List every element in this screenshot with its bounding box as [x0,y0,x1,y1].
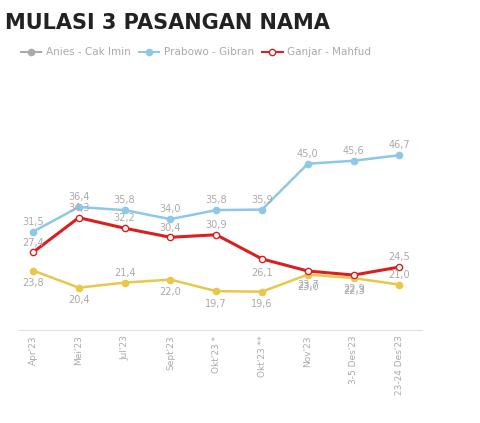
Text: 35,9: 35,9 [251,195,273,205]
Text: 20,4: 20,4 [68,295,90,305]
Text: 45,6: 45,6 [343,146,364,156]
Text: 19,6: 19,6 [252,299,273,309]
Text: 19,7: 19,7 [205,299,227,309]
Text: 30,9: 30,9 [205,220,227,230]
Text: 24,5: 24,5 [389,252,410,262]
Text: 34,3: 34,3 [68,203,89,213]
Text: 22,3: 22,3 [343,286,364,296]
Legend: Anies - Cak Imin, Prabowo - Gibran, Ganjar - Mahfud: Anies - Cak Imin, Prabowo - Gibran, Ganj… [16,43,375,62]
Text: MULASI 3 PASANGAN NAMA: MULASI 3 PASANGAN NAMA [5,13,330,33]
Text: 22,0: 22,0 [159,287,181,297]
Text: 23,0: 23,0 [297,282,319,292]
Text: 27,4: 27,4 [22,238,44,248]
Text: 35,8: 35,8 [205,195,227,206]
Text: 23,8: 23,8 [22,278,44,288]
Text: 22,9: 22,9 [343,284,364,294]
Text: 26,1: 26,1 [251,268,273,278]
Text: 34,0: 34,0 [160,204,181,214]
Text: 23,7: 23,7 [297,280,319,290]
Text: 21,4: 21,4 [114,268,135,278]
Text: 32,2: 32,2 [114,214,135,223]
Text: 36,4: 36,4 [68,192,89,202]
Text: 21,0: 21,0 [389,270,410,280]
Text: 46,7: 46,7 [389,140,410,151]
Text: 35,8: 35,8 [114,195,135,206]
Text: 31,5: 31,5 [22,217,44,227]
Text: 30,4: 30,4 [160,222,181,233]
Text: 45,0: 45,0 [297,149,319,159]
